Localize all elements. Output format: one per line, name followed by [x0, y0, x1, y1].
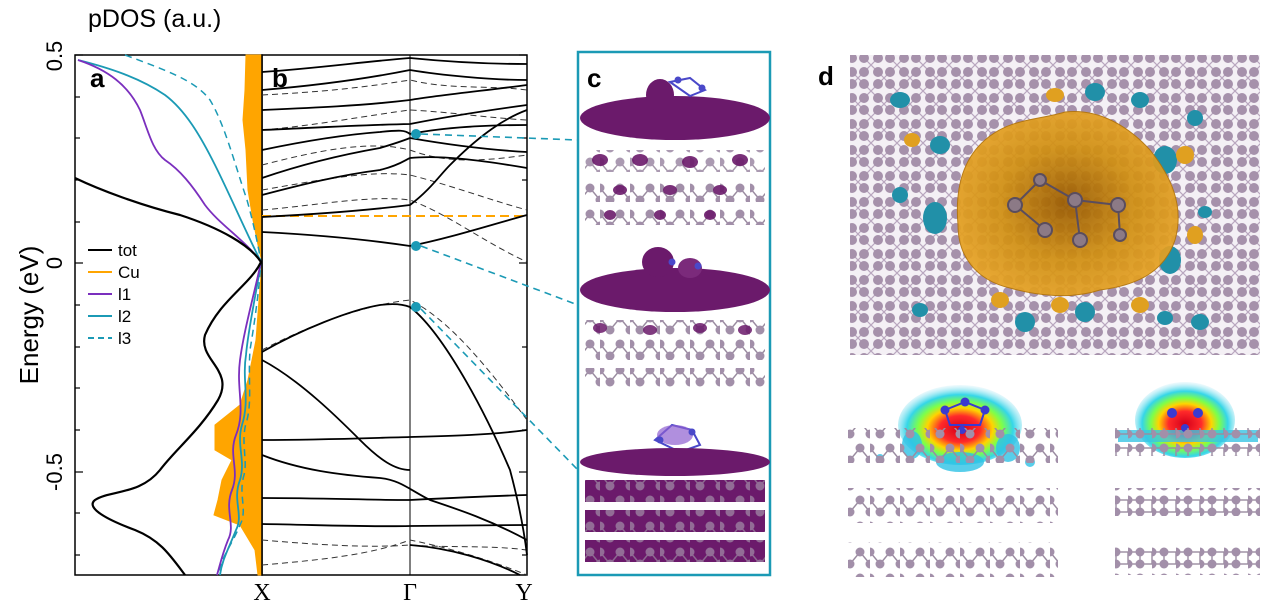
bands-solid — [261, 57, 528, 576]
legend-l1: l1 — [118, 285, 131, 304]
dos-l1 — [77, 59, 262, 576]
panel-a: tot Cu l1 l2 l3 a — [74, 54, 263, 576]
legend-tot: tot — [118, 241, 137, 260]
spin-lobes — [890, 83, 1212, 332]
dos-tot — [74, 177, 263, 576]
panel-a-label: a — [90, 63, 105, 93]
legend-l3: l3 — [118, 329, 131, 348]
panel-b: b — [261, 54, 528, 576]
connector-lines — [420, 133, 579, 471]
molecule-top-view — [1007, 173, 1127, 248]
ytick-label-05: 0.5 — [42, 41, 67, 72]
panel-d-label: d — [818, 61, 834, 91]
ytick-label-0: 0 — [42, 257, 67, 269]
legend: tot Cu l1 l2 l3 — [88, 241, 140, 348]
panel-c-label: c — [587, 63, 601, 93]
dos-l3 — [124, 54, 262, 576]
panel-b-label: b — [272, 63, 288, 93]
dos-cu-fill — [213, 54, 263, 576]
state-dot-bottom — [411, 302, 421, 312]
ytick-label-m05: -0.5 — [42, 453, 67, 491]
legend-cu: Cu — [118, 263, 140, 282]
panel-b-frame — [261, 54, 528, 576]
xtick-y: Y — [515, 580, 532, 606]
state-dot-mid — [411, 241, 421, 251]
panel-d: d — [818, 55, 1260, 577]
charge-density-top — [580, 76, 770, 225]
side-view-right — [1115, 382, 1260, 575]
top-title: pDOS (a.u.) — [88, 5, 221, 33]
y-axis-label: Energy (eV) — [14, 246, 44, 385]
legend-l2: l2 — [118, 307, 131, 326]
isosurface-blob — [956, 110, 1179, 297]
xtick-x: X — [253, 580, 270, 606]
charge-density-bottom — [580, 423, 770, 562]
state-dot-top — [411, 129, 421, 139]
side-view-left — [848, 385, 1058, 577]
panel-c: c — [576, 50, 772, 577]
dos-l2 — [77, 59, 262, 576]
xtick-gamma: Γ — [403, 580, 417, 606]
charge-density-middle — [580, 247, 770, 390]
